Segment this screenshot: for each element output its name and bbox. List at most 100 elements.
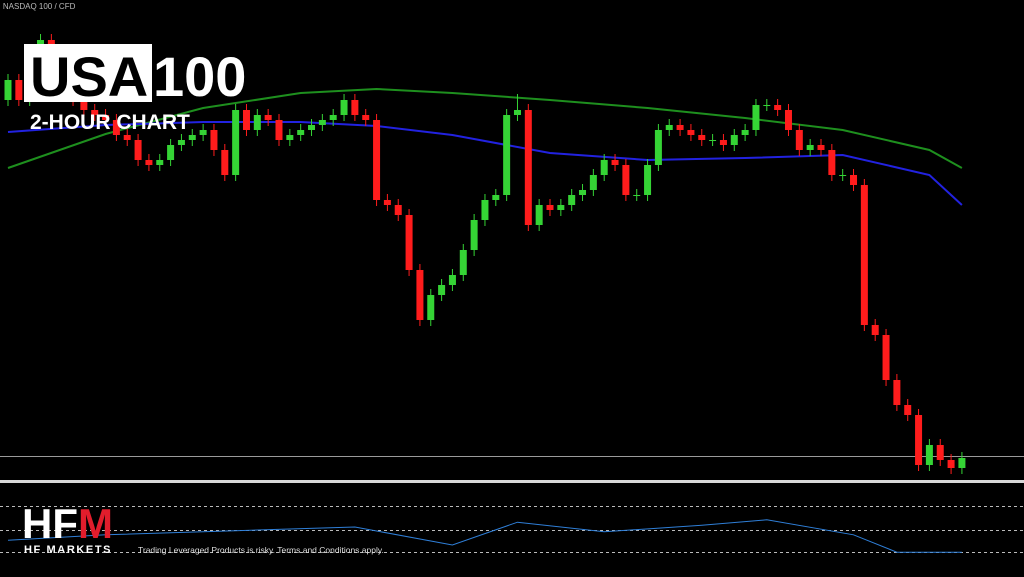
candle-body: [15, 80, 23, 100]
candle-body: [91, 110, 99, 115]
chart-subtitle: 2-HOUR CHART: [30, 111, 190, 134]
candle-body: [644, 165, 652, 195]
candle-body: [123, 135, 131, 140]
candle-body: [438, 285, 446, 295]
candle-body: [600, 160, 608, 175]
candle-body: [741, 130, 749, 135]
candle-body: [535, 205, 543, 225]
candle-body: [687, 130, 695, 135]
candle-body: [579, 190, 587, 195]
candle-body: [459, 250, 467, 275]
candle-body: [925, 445, 933, 465]
candle-body: [654, 130, 662, 165]
logo-part: HF: [22, 500, 78, 547]
candle-body: [709, 140, 717, 141]
candle-body: [340, 100, 348, 115]
indicator-line: [7, 519, 962, 553]
candle-body: [893, 380, 901, 405]
candle-body: [784, 110, 792, 130]
candle-body: [882, 335, 890, 380]
candle-body: [253, 115, 261, 130]
candle-body: [102, 115, 110, 120]
candle-body: [264, 115, 272, 120]
candle-body: [492, 195, 500, 200]
candle-body: [904, 405, 912, 415]
panel-separator: [0, 480, 1024, 483]
candle-body: [405, 215, 413, 270]
candle-body: [448, 275, 456, 285]
candle-body: [871, 325, 879, 335]
candle-body: [177, 140, 185, 145]
candle-body: [850, 175, 858, 185]
candle-body: [730, 135, 738, 145]
candle-body: [167, 145, 175, 160]
candle-body: [763, 105, 771, 106]
candle-body: [481, 200, 489, 220]
candle-body: [145, 160, 153, 165]
candle-body: [329, 115, 337, 120]
candle-body: [275, 120, 283, 140]
chart-title: USA: [30, 45, 148, 108]
candle-body: [839, 175, 847, 176]
symbol-label: 2: NASDAQ 100 / CFD: [0, 2, 76, 11]
candle-body: [633, 195, 641, 196]
candle-body: [698, 135, 706, 140]
candle-body: [936, 445, 944, 460]
candle-body: [828, 150, 836, 175]
candle-body: [947, 460, 955, 468]
candle-body: [752, 105, 760, 130]
brand-name: HF MARKETS: [24, 544, 112, 556]
candle-body: [676, 125, 684, 130]
candle-body: [286, 135, 294, 140]
candle-body: [860, 185, 868, 325]
candle-body: [210, 130, 218, 150]
candle-body: [589, 175, 597, 190]
candle-body: [557, 205, 565, 210]
candle-body: [362, 115, 370, 120]
candle-body: [915, 415, 923, 465]
candle-body: [232, 110, 240, 175]
candle-body: [427, 295, 435, 320]
candle-body: [513, 110, 521, 115]
candle-body: [958, 458, 966, 468]
candle-body: [199, 130, 207, 135]
candle-body: [470, 220, 478, 250]
candle-body: [622, 165, 630, 195]
candle-body: [524, 110, 532, 225]
candle-body: [134, 140, 142, 160]
title-box: [24, 44, 152, 102]
logo: HFM: [22, 500, 113, 547]
candle-body: [156, 160, 164, 165]
candle-body: [806, 145, 814, 150]
candle-body: [719, 140, 727, 145]
candle-body: [665, 125, 673, 130]
candle-body: [394, 205, 402, 215]
candle-body: [416, 270, 424, 320]
chart-title: 100: [153, 45, 246, 108]
candle-body: [817, 145, 825, 150]
candle-body: [351, 100, 359, 115]
candle-body: [611, 160, 619, 165]
disclaimer: Trading Leveraged Products is risky. Ter…: [138, 545, 384, 555]
indicator-line: [7, 121, 963, 206]
candle-body: [568, 195, 576, 205]
candle-body: [242, 110, 250, 130]
candle-body: [112, 120, 120, 135]
candle-body: [80, 100, 88, 110]
candle-body: [318, 120, 326, 125]
candle-body: [308, 125, 316, 130]
candle-body: [546, 205, 554, 210]
candle-body: [774, 105, 782, 110]
indicator-line: [7, 87, 963, 169]
logo-part: M: [78, 500, 113, 547]
candle-body: [221, 150, 229, 175]
candle-body: [795, 130, 803, 150]
candle-body: [373, 120, 381, 200]
candle-body: [188, 135, 196, 140]
candle-body: [297, 130, 305, 135]
candle-body: [383, 200, 391, 205]
candle-body: [4, 80, 12, 100]
candle-body: [503, 115, 511, 195]
